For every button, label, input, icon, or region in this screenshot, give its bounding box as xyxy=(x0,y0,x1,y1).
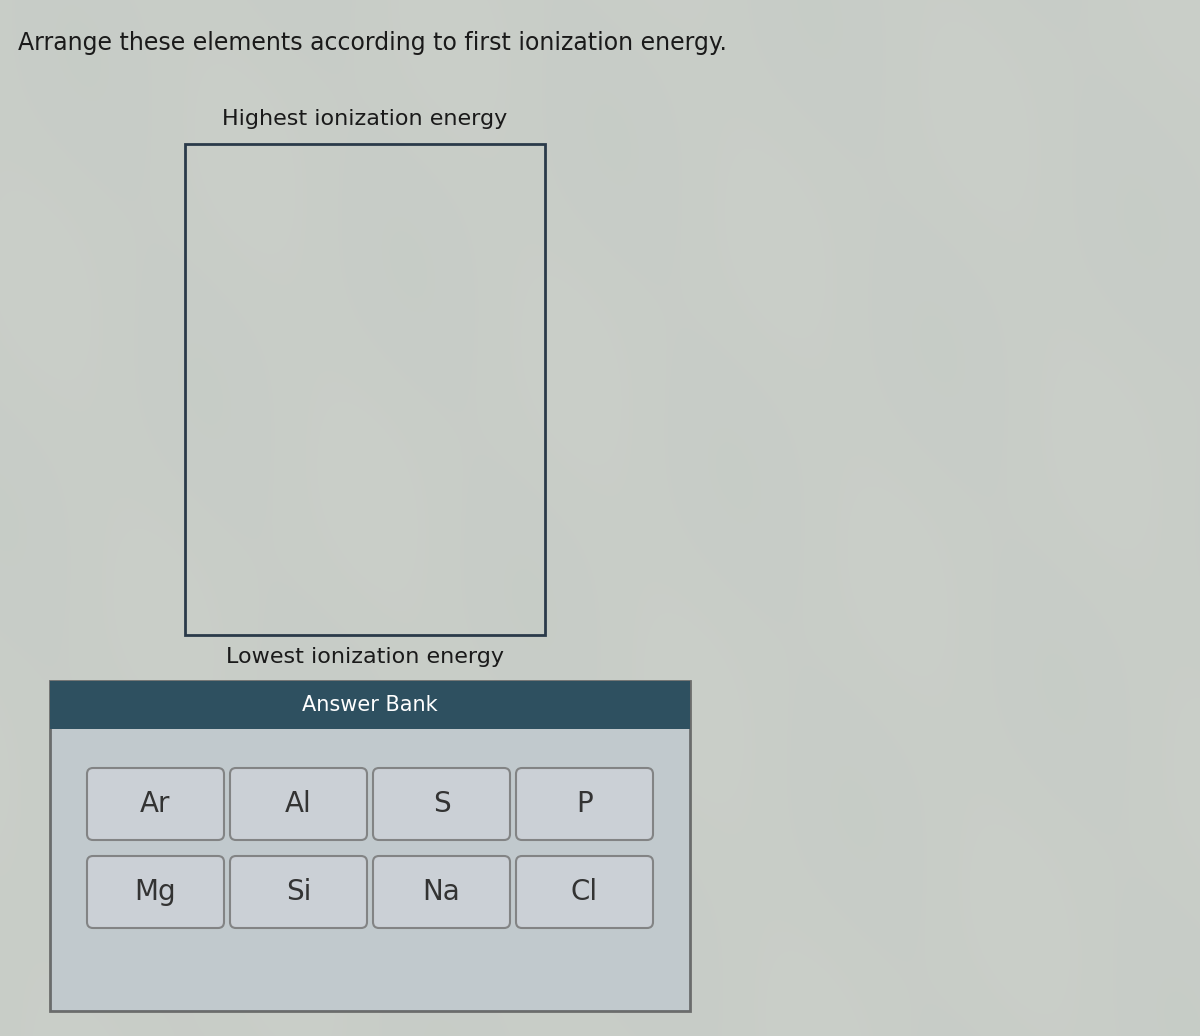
Text: Ar: Ar xyxy=(140,790,170,818)
Text: Lowest ionization energy: Lowest ionization energy xyxy=(226,648,504,667)
Text: S: S xyxy=(433,790,450,818)
Text: Highest ionization energy: Highest ionization energy xyxy=(222,109,508,130)
Text: Na: Na xyxy=(422,877,461,906)
Text: Al: Al xyxy=(286,790,312,818)
Text: Si: Si xyxy=(286,877,311,906)
FancyBboxPatch shape xyxy=(88,856,224,928)
FancyBboxPatch shape xyxy=(230,768,367,840)
FancyBboxPatch shape xyxy=(373,856,510,928)
FancyBboxPatch shape xyxy=(516,856,653,928)
FancyBboxPatch shape xyxy=(230,856,367,928)
FancyBboxPatch shape xyxy=(50,681,690,729)
FancyBboxPatch shape xyxy=(373,768,510,840)
Text: Answer Bank: Answer Bank xyxy=(302,695,438,715)
Text: Cl: Cl xyxy=(571,877,598,906)
FancyBboxPatch shape xyxy=(50,681,690,1011)
FancyBboxPatch shape xyxy=(516,768,653,840)
Text: Mg: Mg xyxy=(134,877,176,906)
Text: Arrange these elements according to first ionization energy.: Arrange these elements according to firs… xyxy=(18,31,727,55)
Text: P: P xyxy=(576,790,593,818)
FancyBboxPatch shape xyxy=(88,768,224,840)
